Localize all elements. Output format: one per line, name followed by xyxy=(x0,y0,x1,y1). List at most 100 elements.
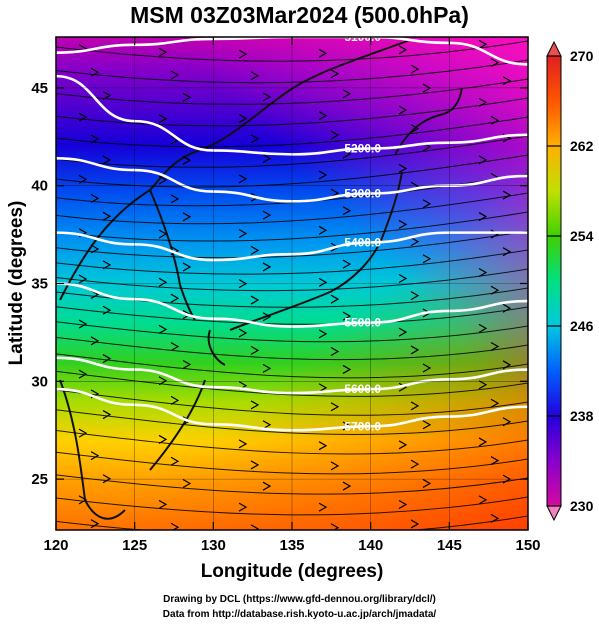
streamline xyxy=(56,430,528,455)
wind-arrow xyxy=(318,277,328,287)
wind-arrow xyxy=(342,259,352,269)
wind-arrow xyxy=(90,67,100,77)
wind-arrow xyxy=(330,69,340,79)
wind-arrow xyxy=(90,244,100,254)
contour-label: 5200.0 xyxy=(344,142,381,156)
wind-arrow xyxy=(90,451,100,461)
wind-arrow xyxy=(102,474,112,484)
colorbar-tick-label: 230 xyxy=(570,498,594,514)
coast-honshu xyxy=(229,171,403,331)
wind-arrow xyxy=(318,329,328,339)
wind-arrow xyxy=(398,273,408,283)
coast-hokkaido xyxy=(394,87,463,156)
wind-arrow xyxy=(158,376,168,386)
wind-arrow xyxy=(398,219,408,229)
y-axis-ticks: 25 30 35 40 45 xyxy=(31,80,528,488)
contour-label: 5500.0 xyxy=(344,316,381,330)
wind-arrow xyxy=(410,401,420,411)
streamline xyxy=(56,389,528,416)
streamline xyxy=(56,321,528,343)
wind-arrow xyxy=(170,246,180,256)
wind-arrow xyxy=(342,149,352,159)
wind-arrow xyxy=(250,295,260,305)
wind-arrow xyxy=(330,461,340,471)
credit-line-1: Drawing by DCL (https://www.gfd-dennou.o… xyxy=(163,594,436,605)
wind-arrow xyxy=(422,199,432,209)
wind-arrow xyxy=(170,395,180,405)
wind-arrow xyxy=(262,92,272,102)
wind-arrow xyxy=(490,398,500,408)
wind-arrow xyxy=(318,502,328,512)
streamline xyxy=(56,353,528,379)
wind-arrow xyxy=(422,254,432,264)
y-axis-label: Latitude (degrees) xyxy=(6,201,27,366)
wind-arrow xyxy=(250,134,260,144)
wind-arrow xyxy=(90,193,100,203)
wind-arrow xyxy=(262,363,272,373)
wind-arrow xyxy=(318,225,328,235)
wind-arrow xyxy=(422,363,432,373)
wind-arrow xyxy=(478,323,488,333)
streamlines xyxy=(56,39,528,530)
wind-arrow xyxy=(478,380,488,390)
wind-arrow xyxy=(170,293,180,303)
wind-arrow xyxy=(250,245,260,255)
y-tick-label: 40 xyxy=(31,178,48,195)
wind-arrow xyxy=(502,303,512,313)
x-tick-label: 125 xyxy=(122,537,147,554)
streamline xyxy=(56,306,528,325)
wind-arrow xyxy=(158,499,168,509)
wind-arrow xyxy=(90,134,100,144)
wind-arrow xyxy=(410,64,420,74)
wind-arrow xyxy=(170,456,180,466)
wind-arrow xyxy=(502,360,512,370)
wind-arrow xyxy=(410,345,420,355)
colorbar-tick-label: 238 xyxy=(570,408,594,424)
streamline xyxy=(56,474,528,495)
wind-arrow xyxy=(238,439,248,449)
wind-arrow xyxy=(170,194,180,204)
wind-arrow xyxy=(262,262,272,272)
colorbar-max-triangle xyxy=(546,40,562,57)
contour-label: 5300.0 xyxy=(344,187,381,201)
wind-arrow xyxy=(78,495,88,505)
wind-arrow xyxy=(262,312,272,322)
wind-arrow xyxy=(410,291,420,301)
wind-arrow xyxy=(342,481,352,491)
wind-arrow xyxy=(102,354,112,364)
wind-arrow xyxy=(398,45,408,55)
wind-arrow xyxy=(250,71,260,81)
wind-arrow xyxy=(78,112,88,122)
wind-arrow xyxy=(502,190,512,200)
x-tick-label: 130 xyxy=(201,537,226,554)
wind-arrow xyxy=(330,402,340,412)
wind-arrow xyxy=(158,277,168,287)
streamline xyxy=(56,135,528,168)
streamline xyxy=(56,97,528,127)
wind-arrow xyxy=(238,174,248,184)
wind-arrow xyxy=(238,113,248,123)
wind-arrow xyxy=(398,163,408,173)
wind-arrow xyxy=(238,502,248,512)
wind-arrow xyxy=(490,285,500,295)
wind-arrow xyxy=(410,519,420,529)
contour-label: 5700.0 xyxy=(344,419,381,433)
contour-label: 5100.0 xyxy=(344,30,381,44)
wind-arrow xyxy=(78,428,88,438)
wind-arrow xyxy=(342,311,352,321)
coast-taiwan-china xyxy=(59,379,126,520)
wind-arrow xyxy=(238,228,248,239)
colorbar-tick-label: 246 xyxy=(570,318,594,334)
wind-arrow xyxy=(490,115,500,125)
wind-arrow xyxy=(478,437,488,447)
wind-arrow xyxy=(398,499,408,510)
wind-arrow xyxy=(490,341,500,352)
wind-arrow xyxy=(158,114,168,124)
wind-arrow xyxy=(490,513,500,523)
wind-arrow xyxy=(78,174,88,184)
wind-arrow xyxy=(398,440,408,450)
wind-arrow xyxy=(78,369,88,379)
streamline xyxy=(56,451,528,475)
streamline xyxy=(56,230,528,259)
